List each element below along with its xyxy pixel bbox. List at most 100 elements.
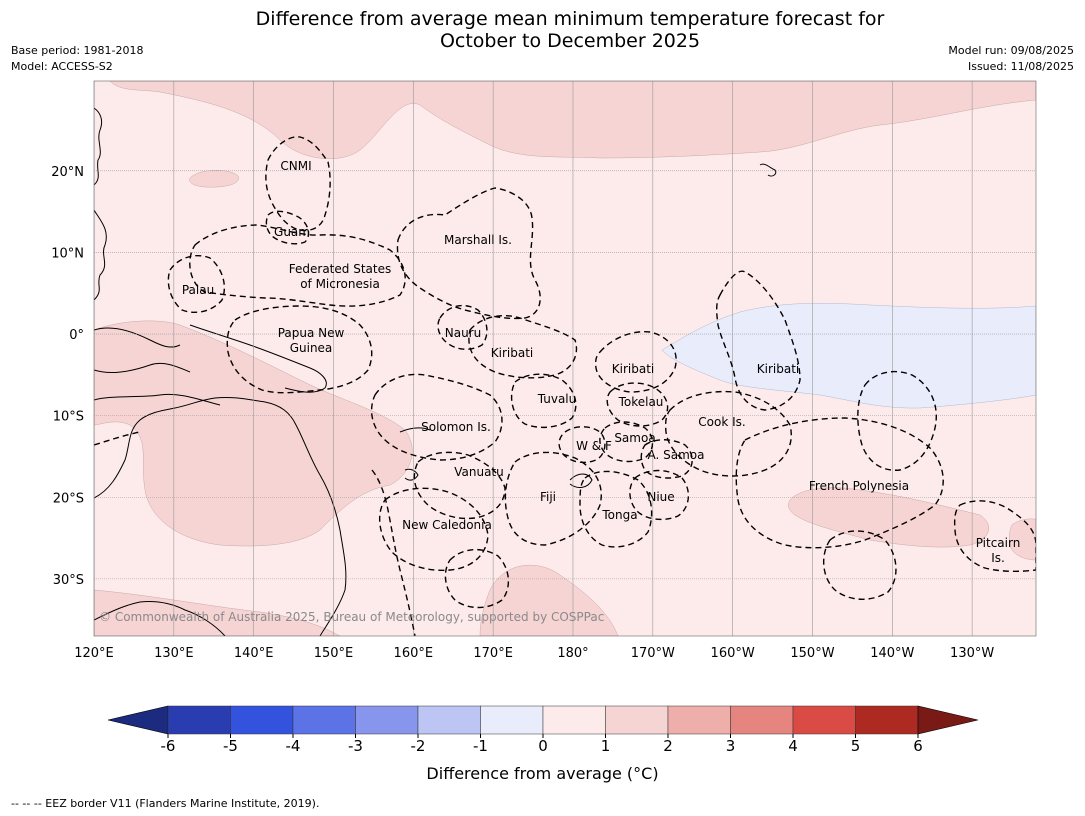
label-marshall: Marshall Is. <box>444 233 512 247</box>
colorbar-segment <box>355 705 419 735</box>
label-tonga: Tonga <box>601 508 637 522</box>
colorbar-tick-label: 3 <box>726 737 736 755</box>
longitude-tick-label: 140°W <box>870 646 914 661</box>
map-frame <box>93 80 1037 637</box>
label-palau: Palau <box>182 283 214 297</box>
warm-anomaly-south-central <box>479 564 619 636</box>
colorbar-segment <box>792 705 856 735</box>
eez-png-east <box>94 431 141 446</box>
colorbar-segment <box>230 705 294 735</box>
label-tuvalu: Tuvalu <box>537 392 577 406</box>
colorbar-segment <box>480 705 544 735</box>
label-wallis-futuna: W & F <box>576 439 612 453</box>
longitude-tick-label: 130°E <box>154 646 194 661</box>
label-pitcairn-2: Is. <box>991 551 1005 565</box>
latitude-tick-label: 10°S <box>53 410 84 425</box>
cool-anomaly-central-pacific <box>661 303 1036 409</box>
label-kiribati-line: Kiribati <box>757 362 799 376</box>
eez-cnmi <box>265 136 331 232</box>
eez-american-samoa <box>640 439 693 479</box>
warm-anomaly-small <box>189 170 239 188</box>
label-american-samoa: A. Samoa <box>648 448 705 462</box>
colorbar-tick-label: 2 <box>663 737 673 755</box>
eez-tuvalu <box>510 373 577 429</box>
colorbar-segment <box>855 705 919 735</box>
colorbar-tick-label: -2 <box>411 737 426 755</box>
eez-kermadec <box>823 530 897 600</box>
label-guam: Guam <box>274 225 310 239</box>
colorbar-tick-label: 1 <box>601 737 611 755</box>
latitude-tick-label: 20°N <box>51 165 84 180</box>
colorbar-segment <box>542 705 606 735</box>
colorbar-label: Difference from average (°C) <box>426 764 659 783</box>
label-cook: Cook Is. <box>698 415 745 429</box>
eez-kiribati-phoenix <box>594 331 677 393</box>
label-png-1: Papua New <box>278 326 345 340</box>
label-french-polynesia: French Polynesia <box>809 479 909 493</box>
latitude-ticks: 20°N 10°N 0° 10°S 20°S 30°S <box>51 165 84 588</box>
colorbar-over-arrow <box>917 705 979 735</box>
eez-french-polynesia <box>735 417 944 549</box>
eez-guam <box>265 210 310 245</box>
map-title: Difference from average mean minimum tem… <box>0 8 1085 52</box>
colorbar-tick-label: 4 <box>788 737 798 755</box>
colorbar-segment <box>167 705 231 735</box>
longitude-tick-label: 180° <box>557 646 588 661</box>
label-cnmi: CNMI <box>280 159 311 173</box>
meta-left: Base period: 1981-2018 Model: ACCESS-S2 <box>11 43 143 75</box>
colorbar-segment <box>667 705 731 735</box>
latitude-tick-label: 30°S <box>53 573 84 588</box>
eez-vanuatu <box>413 451 506 520</box>
region-labels: CNMI Guam Marshall Is. Federated States … <box>182 159 1020 565</box>
colorbar-tick-label: 6 <box>913 737 923 755</box>
label-niue: Niue <box>647 490 674 504</box>
colorbar: -6 -5 -4 -3 -2 -1 0 1 2 3 4 5 6 <box>107 705 979 755</box>
label-fsm-2: of Micronesia <box>300 277 380 291</box>
latitude-tick-label: 10°N <box>51 246 84 261</box>
label-samoa: Samoa <box>614 431 655 445</box>
longitude-tick-label: 170°E <box>473 646 513 661</box>
warm-anomaly-east-edge <box>1009 518 1036 561</box>
warm-anomaly-french-polynesia <box>788 487 989 548</box>
label-kiribati-gilbert: Kiribati <box>491 346 533 360</box>
model-run: Model run: 09/08/2025 <box>948 44 1074 57</box>
colorbar-tick-label: -1 <box>473 737 488 755</box>
longitude-tick-label: 160°W <box>711 646 755 661</box>
colorbar-tick-label: -3 <box>348 737 363 755</box>
label-kiribati-phoenix: Kiribati <box>612 362 654 376</box>
map-area: CNMI Guam Marshall Is. Federated States … <box>94 81 1036 636</box>
title-line-1: Difference from average mean minimum tem… <box>255 8 885 30</box>
eez-cook <box>664 390 792 477</box>
colorbar-tick-label: -4 <box>286 737 301 755</box>
label-nauru: Nauru <box>445 326 481 340</box>
eez-borders <box>94 136 1036 636</box>
colorbar-segment <box>292 705 356 735</box>
label-tokelau: Tokelau <box>618 395 664 409</box>
eez-pitcairn <box>953 500 1036 573</box>
eez-french-polynesia-east <box>857 370 937 471</box>
eez-palau <box>167 254 226 313</box>
meta-right: Model run: 09/08/2025 Issued: 11/08/2025 <box>948 43 1074 75</box>
eez-tonga <box>579 470 653 548</box>
label-png-2: Guinea <box>290 341 333 355</box>
eez-fiji <box>504 451 602 546</box>
colorbar-tick-label: -6 <box>161 737 176 755</box>
footnote-eez: -- -- -- EEZ border V11 (Flanders Marine… <box>11 797 320 810</box>
copyright-notice: © Commonwealth of Australia 2025, Bureau… <box>99 610 604 624</box>
eez-kiribati-gilbert <box>468 314 578 379</box>
base-period: Base period: 1981-2018 <box>11 44 144 57</box>
colorbar-tick-label: 5 <box>851 737 861 755</box>
longitude-tick-label: 170°W <box>631 646 675 661</box>
longitude-tick-label: 160°E <box>394 646 434 661</box>
longitude-tick-label: 140°E <box>234 646 274 661</box>
longitude-ticks: 120°E 130°E 140°E 150°E 160°E 170°E 180° 170°W 1… <box>74 646 994 661</box>
latitude-tick-label: 0° <box>69 328 84 343</box>
title-line-2: October to December 2025 <box>439 30 701 52</box>
label-new-caledonia: New Caledonia <box>402 518 492 532</box>
label-vanuatu: Vanuatu <box>454 465 504 479</box>
eez-new-caledonia <box>378 487 489 572</box>
eez-norfolk <box>444 549 509 609</box>
coastlines <box>94 107 777 636</box>
colorbar-tick-label: -5 <box>223 737 238 755</box>
